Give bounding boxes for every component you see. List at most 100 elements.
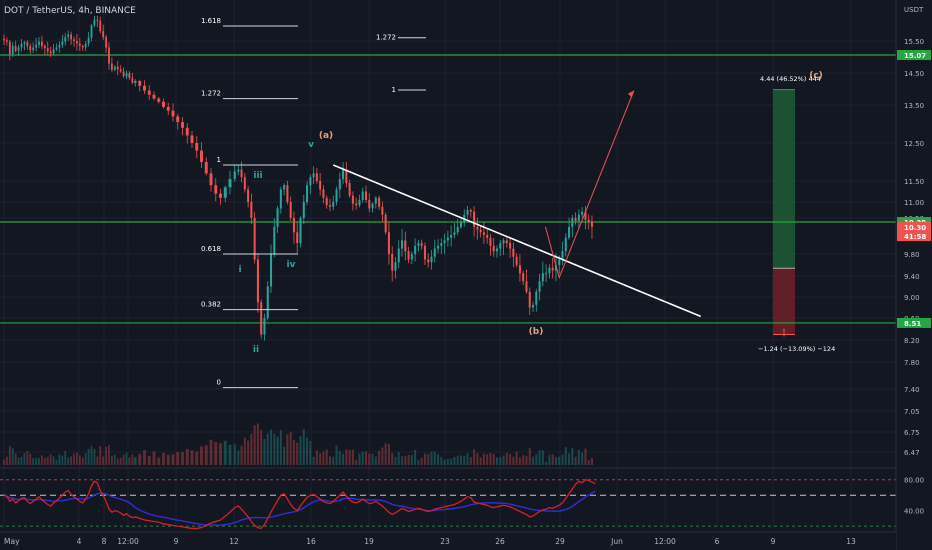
volume-bar — [590, 458, 593, 465]
volume-bar — [509, 453, 512, 465]
candle-body — [143, 85, 146, 91]
candle-body — [102, 31, 105, 38]
wave-label-3: i — [238, 265, 241, 275]
candle-body — [584, 211, 587, 220]
drawings — [332, 90, 785, 337]
candle-body — [577, 214, 580, 221]
volume-bar — [387, 443, 390, 465]
candle-body — [499, 243, 502, 249]
candle-body — [70, 34, 72, 40]
fib-label-1: 1.272 — [201, 90, 221, 98]
candle-body — [538, 281, 541, 292]
candle-body — [223, 187, 227, 198]
position-stop-zone — [773, 268, 795, 335]
candle-body — [364, 191, 368, 200]
volume-bar — [581, 452, 584, 465]
fib-label-4: 0.382 — [201, 301, 221, 309]
candle-body — [361, 191, 364, 200]
candle-body — [55, 47, 58, 50]
fib-label-5: 0 — [217, 379, 221, 387]
candle-body — [138, 81, 142, 86]
candle-body — [96, 19, 99, 21]
volume-bar — [355, 460, 358, 465]
candle-body — [58, 44, 61, 48]
candle-body — [38, 41, 40, 45]
volume-bar — [476, 453, 479, 465]
fib-label-0: 1.618 — [201, 17, 221, 25]
candle-body — [233, 171, 236, 180]
volume-bar — [32, 458, 35, 465]
volume-bar — [351, 449, 354, 465]
candle-body — [551, 267, 554, 271]
candle-body — [14, 45, 17, 51]
candle-body — [181, 122, 184, 128]
candle-body — [166, 106, 170, 111]
volume-bar — [23, 453, 26, 465]
candle-body — [469, 210, 472, 212]
volume-bar — [466, 453, 469, 465]
symbol-title[interactable]: DOT / TetherUS, 4h, BINANCE — [4, 6, 136, 16]
volume-bar — [525, 455, 528, 465]
candle-body — [502, 240, 505, 244]
volume-bar — [46, 457, 49, 465]
volume-bar — [52, 456, 55, 465]
horizontal-levels — [0, 54, 896, 324]
candle-body — [17, 47, 20, 51]
candle-body — [171, 110, 175, 117]
candle-body — [558, 259, 561, 265]
candle-body — [270, 254, 273, 287]
price-tick-1: 14.50 — [904, 70, 924, 78]
candle-body — [414, 245, 417, 254]
candle-body — [404, 240, 407, 252]
volume-bar — [99, 446, 102, 465]
candle-body — [437, 245, 440, 249]
volume-bar — [14, 453, 17, 465]
candle-body — [564, 237, 567, 252]
price-tick-7: 9.80 — [904, 251, 920, 259]
candle-body — [279, 189, 282, 209]
volume-bar — [116, 458, 119, 465]
volume-bar — [430, 451, 433, 465]
volume-bar — [296, 442, 299, 465]
volume-bar — [309, 441, 312, 465]
candle-body — [574, 218, 577, 221]
volume-bar — [322, 451, 325, 465]
volume-bar — [568, 453, 571, 465]
candle-body — [87, 37, 90, 44]
candle-body — [374, 197, 377, 204]
candle-body — [378, 197, 381, 207]
volume-bar — [368, 453, 371, 465]
candle-body — [453, 232, 456, 236]
candle-body — [128, 73, 131, 78]
candle-body — [276, 208, 279, 227]
volume-bar — [237, 450, 240, 465]
volume-bar — [266, 433, 269, 465]
candle-body — [433, 248, 436, 257]
candle-body — [289, 202, 292, 218]
volume-bar — [286, 434, 289, 465]
volume-bar — [440, 457, 443, 465]
volume-bar — [171, 454, 175, 465]
volume-bar — [143, 450, 146, 465]
candle-body — [84, 43, 87, 48]
volume-bar — [335, 445, 338, 465]
time-tick-10: 29 — [555, 537, 565, 546]
volume-bar — [574, 456, 577, 465]
volume-bar — [223, 440, 227, 465]
candle-body — [348, 183, 351, 196]
volume-bar — [131, 454, 134, 465]
price-tick-8: 9.40 — [904, 273, 920, 281]
candle-body — [108, 47, 110, 64]
time-tick-6: 16 — [306, 537, 316, 546]
candle-body — [296, 232, 299, 244]
grid — [0, 0, 896, 530]
candle-body — [6, 40, 8, 42]
volume-bar — [111, 455, 113, 465]
candle-body — [200, 150, 203, 162]
volume-bar — [463, 455, 466, 465]
candle-body — [214, 185, 218, 194]
candle-body — [23, 42, 26, 44]
volume-bar — [502, 455, 505, 465]
volume-bar — [133, 457, 137, 465]
